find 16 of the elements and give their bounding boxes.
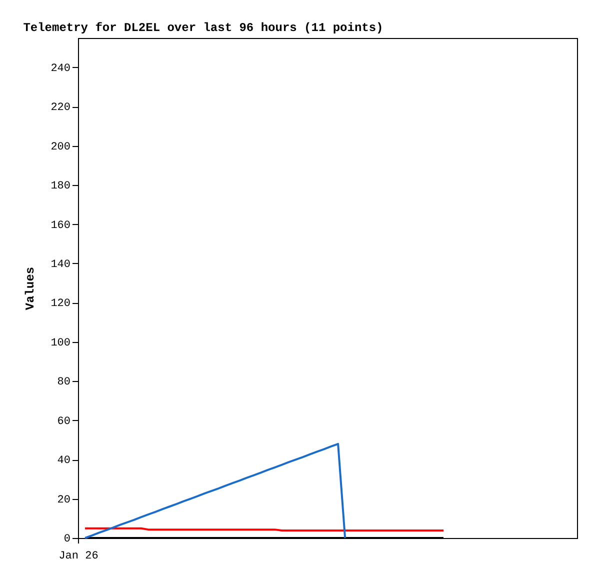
y-tick-label: 0 — [64, 534, 70, 546]
y-tick-label: 60 — [57, 416, 70, 428]
y-axis-title: Values — [24, 266, 38, 310]
y-tick-label: 160 — [50, 220, 70, 232]
y-tick-label: 40 — [57, 455, 70, 468]
y-tick-label: 180 — [50, 180, 70, 193]
x-tick-label: Jan 26 — [58, 550, 98, 562]
y-tick-label: 20 — [57, 494, 70, 506]
y-tick-label: 100 — [50, 337, 70, 350]
chart-title: Telemetry for DL2EL over last 96 hours (11 points) — [23, 21, 384, 35]
y-tick-label: 140 — [50, 258, 70, 271]
y-tick-label: 120 — [50, 298, 70, 310]
y-tick-label: 80 — [57, 376, 70, 389]
y-tick-label: 240 — [50, 62, 70, 75]
y-tick-label: 200 — [50, 141, 70, 154]
y-tick-label: 220 — [50, 102, 70, 114]
